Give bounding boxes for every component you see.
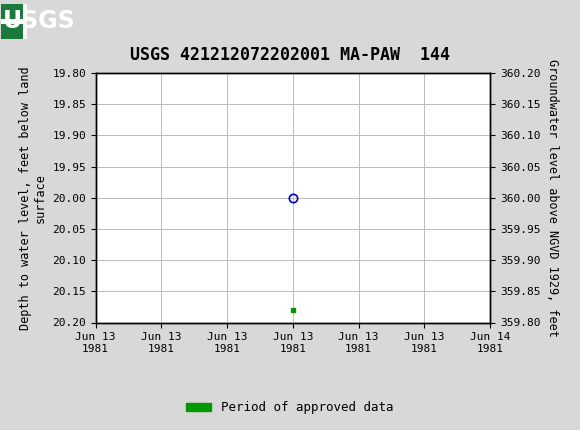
FancyBboxPatch shape xyxy=(1,4,23,19)
Y-axis label: Depth to water level, feet below land
surface: Depth to water level, feet below land su… xyxy=(19,66,46,330)
FancyBboxPatch shape xyxy=(1,24,23,39)
Y-axis label: Groundwater level above NGVD 1929, feet: Groundwater level above NGVD 1929, feet xyxy=(546,59,559,337)
FancyBboxPatch shape xyxy=(1,4,27,39)
Text: USGS 421212072202001 MA-PAW  144: USGS 421212072202001 MA-PAW 144 xyxy=(130,46,450,64)
Legend: Period of approved data: Period of approved data xyxy=(181,396,399,419)
Text: USGS: USGS xyxy=(3,9,75,34)
